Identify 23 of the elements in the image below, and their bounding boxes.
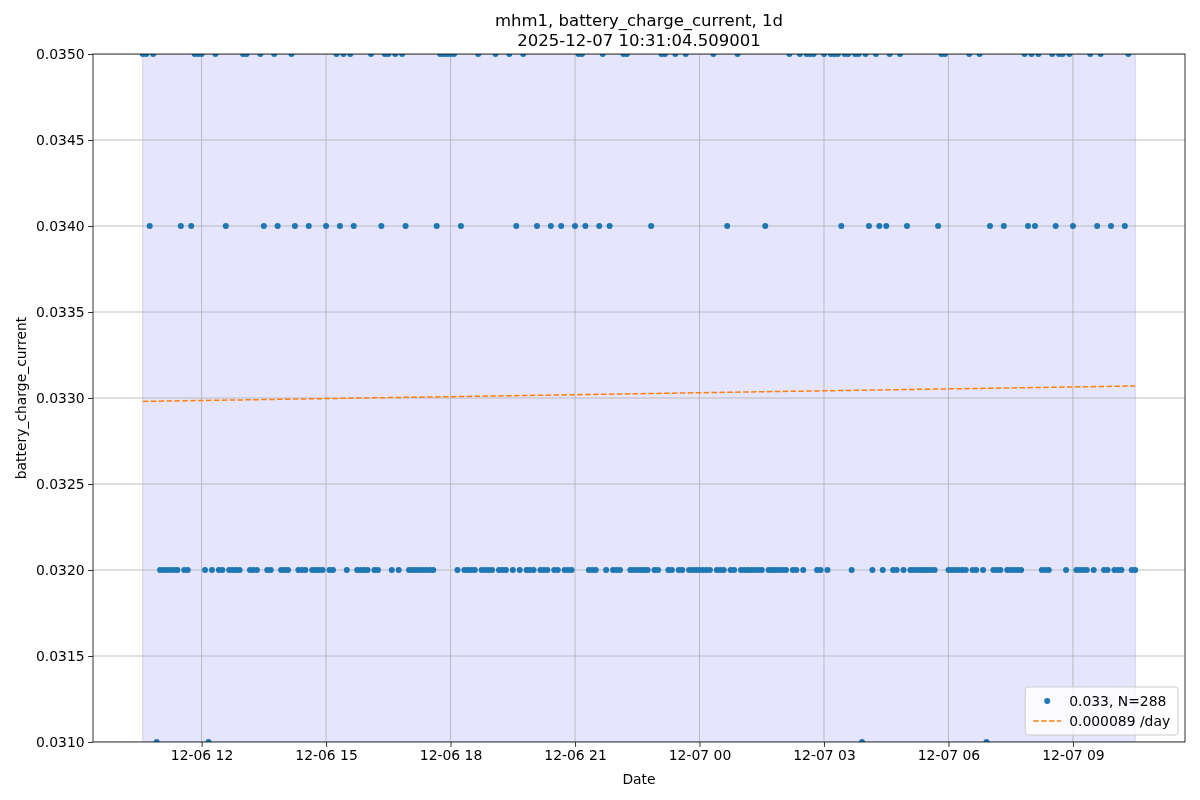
x-tick-label: 12-07 00 <box>668 747 732 764</box>
x-tick-label: 12-06 15 <box>295 747 358 764</box>
y-tick-label: 0.0345 <box>35 131 85 148</box>
y-tick-label: 0.0320 <box>35 561 85 578</box>
x-tick-label: 12-07 06 <box>917 747 981 764</box>
y-tick-label: 0.0350 <box>35 45 85 62</box>
legend-label: 0.033, N=288 <box>1069 692 1167 709</box>
x-tick-label: 12-06 21 <box>544 747 607 764</box>
y-tick-label: 0.0310 <box>35 733 85 750</box>
chart-title: mhm1, battery_charge_current, 1d <box>494 11 784 31</box>
y-tick-label: 0.0340 <box>35 217 85 234</box>
chart-subtitle: 2025-12-07 10:31:04.509001 <box>517 31 761 50</box>
x-tick-label: 12-06 12 <box>170 747 234 764</box>
x-axis-title: Date <box>622 771 656 787</box>
y-tick-label: 0.0325 <box>35 475 85 492</box>
y-tick-label: 0.0330 <box>35 389 85 406</box>
x-tick-label: 12-06 18 <box>419 747 483 764</box>
y-tick-label: 0.0315 <box>35 647 85 664</box>
x-tick-label: 12-07 03 <box>793 747 856 764</box>
y-axis-title: battery_charge_current <box>13 316 29 480</box>
y-tick-label: 0.0335 <box>35 303 85 320</box>
legend-label: 0.000089 /day <box>1069 712 1171 729</box>
x-tick-label: 12-07 09 <box>1042 747 1105 764</box>
